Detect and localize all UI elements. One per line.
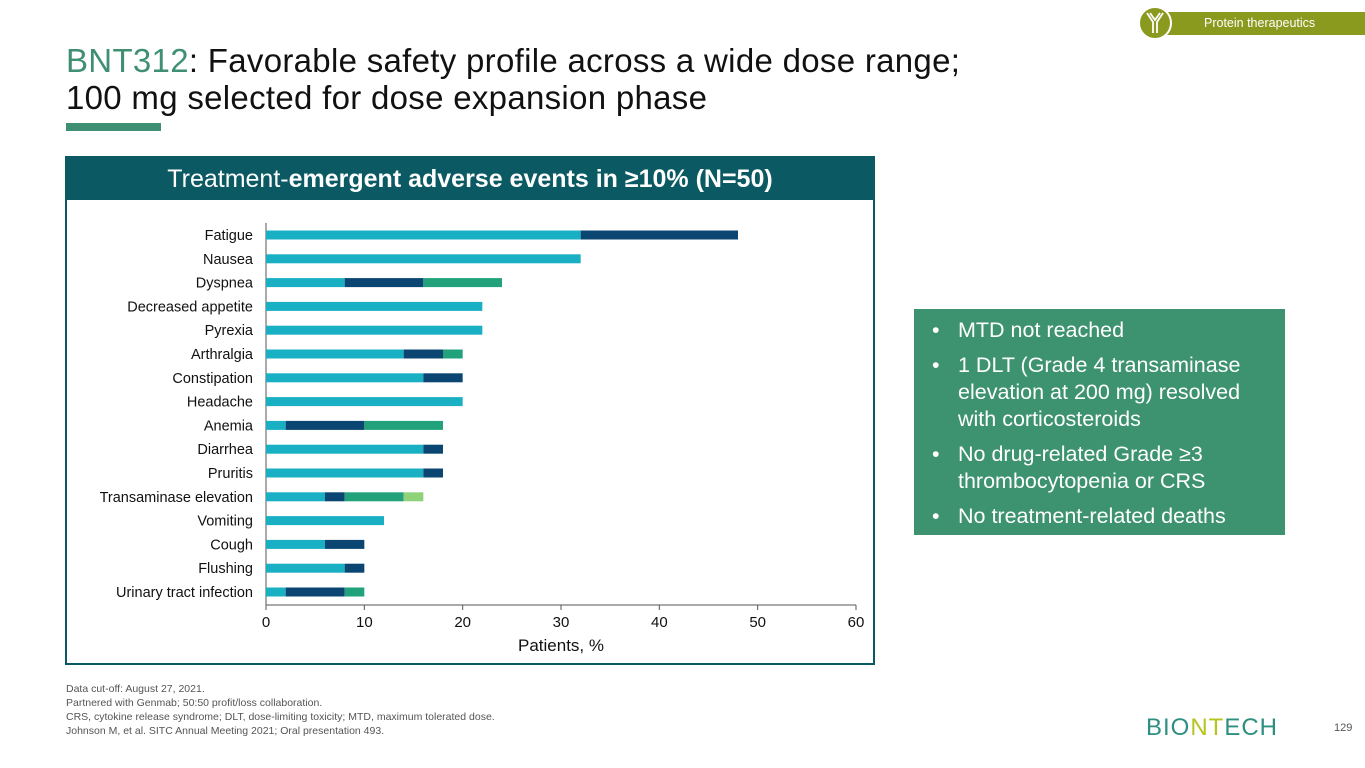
logo-part: ECH bbox=[1224, 714, 1279, 741]
category-label: Constipation bbox=[172, 371, 253, 387]
badge-bar bbox=[1156, 12, 1365, 35]
bar-segment-series-1 bbox=[266, 349, 404, 359]
title-underline bbox=[66, 123, 161, 131]
bar-segment-series-3 bbox=[344, 492, 404, 502]
category-label: Anemia bbox=[204, 418, 254, 434]
bar-segment-series-2 bbox=[423, 468, 443, 478]
title-line2: 100 mg selected for dose expansion phase bbox=[66, 79, 708, 116]
x-axis-label: Patients, % bbox=[518, 636, 604, 655]
bar-segment-series-1 bbox=[266, 492, 325, 502]
antibody-icon bbox=[1138, 6, 1172, 40]
footnote: Partnered with Genmab; 50:50 profit/loss… bbox=[66, 697, 323, 709]
badge-label: Protein therapeutics bbox=[1204, 16, 1316, 30]
bar-segment-series-1 bbox=[266, 563, 345, 573]
finding-bullet: No drug-related Grade ≥3 thrombocytopeni… bbox=[924, 441, 1275, 495]
bar-segment-series-3 bbox=[344, 587, 365, 597]
bar-segment-series-2 bbox=[325, 539, 365, 549]
bar-segment-series-3 bbox=[364, 420, 443, 430]
category-label: Fatigue bbox=[205, 228, 253, 244]
bar-segment-series-2 bbox=[344, 563, 365, 573]
footnote: CRS, cytokine release syndrome; DLT, dos… bbox=[66, 711, 495, 723]
key-findings-box: MTD not reached 1 DLT (Grade 4 transamin… bbox=[914, 309, 1285, 535]
bar-segment-series-1 bbox=[266, 301, 483, 311]
biontech-logo: BIONTECH bbox=[1146, 714, 1278, 742]
bar-segment-series-2 bbox=[325, 492, 345, 502]
bar-segment-series-1 bbox=[266, 587, 286, 597]
category-label: Diarrhea bbox=[197, 442, 254, 458]
bar-segment-series-2 bbox=[403, 349, 443, 359]
bar-segment-series-3 bbox=[423, 278, 502, 288]
bar-segment-series-1 bbox=[266, 278, 345, 288]
logo-part: BIO bbox=[1146, 714, 1191, 741]
title-line1: : Favorable safety profile across a wide… bbox=[188, 42, 961, 79]
bar-segment-series-1 bbox=[266, 325, 483, 335]
bar-segment-series-2 bbox=[285, 587, 345, 597]
header-bold: emergent adverse events in ≥10% (N=50) bbox=[288, 164, 773, 193]
footnote: Data cut-off: August 27, 2021. bbox=[66, 683, 205, 695]
footnotes: Data cut-off: August 27, 2021. Partnered… bbox=[66, 682, 495, 738]
bar-segment-series-1 bbox=[266, 397, 463, 407]
category-label: Decreased appetite bbox=[127, 299, 253, 315]
bar-segment-series-2 bbox=[285, 420, 365, 430]
bar-segment-series-2 bbox=[423, 444, 443, 454]
category-label: Vomiting bbox=[197, 514, 253, 530]
bar-segment-series-1 bbox=[266, 516, 384, 526]
bar-segment-series-2 bbox=[580, 230, 738, 240]
x-tick-label: 30 bbox=[553, 614, 570, 631]
category-label: Cough bbox=[210, 537, 253, 553]
category-label: Headache bbox=[187, 395, 253, 411]
footnote: Johnson M, et al. SITC Annual Meeting 20… bbox=[66, 725, 385, 737]
bar-segment-series-4 bbox=[403, 492, 424, 502]
bar-segment-series-1 bbox=[266, 254, 581, 264]
adverse-events-chart: 0 10 20 30 40 50 60 Patients, % Fatigue Nausea Dys… bbox=[100, 223, 865, 655]
header-regular: Treatment- bbox=[167, 164, 289, 193]
category-label: Flushing bbox=[198, 561, 253, 577]
x-tick-label: 10 bbox=[356, 614, 373, 631]
bar-segment-series-1 bbox=[266, 539, 325, 549]
bar-segment-series-1 bbox=[266, 230, 581, 240]
category-label: Nausea bbox=[203, 252, 254, 268]
bar-segment-series-3 bbox=[443, 349, 463, 359]
bar-segment-series-1 bbox=[266, 444, 424, 454]
page-title: BNT312: Favorable safety profile across … bbox=[66, 42, 960, 116]
section-badge: Protein therapeutics bbox=[1138, 6, 1365, 40]
category-label: Transaminase elevation bbox=[100, 490, 253, 506]
bar-segment-series-1 bbox=[266, 373, 424, 383]
logo-part: NT bbox=[1190, 714, 1225, 741]
bar-segment-series-2 bbox=[423, 373, 463, 383]
x-tick-label: 20 bbox=[454, 614, 471, 631]
bar-segment-series-1 bbox=[266, 468, 424, 478]
x-tick-label: 40 bbox=[651, 614, 668, 631]
finding-bullet: 1 DLT (Grade 4 transaminase elevation at… bbox=[924, 352, 1275, 433]
x-tick-label: 0 bbox=[262, 614, 270, 631]
x-tick-label: 60 bbox=[848, 614, 865, 631]
category-label: Urinary tract infection bbox=[116, 585, 253, 601]
title-accent: BNT312 bbox=[66, 42, 189, 79]
bar-segment-series-1 bbox=[266, 420, 286, 430]
category-label: Arthralgia bbox=[191, 347, 254, 363]
category-label: Dyspnea bbox=[196, 276, 254, 292]
chart-panel: Treatment-emergent adverse events in ≥10… bbox=[65, 156, 875, 665]
category-label: Pruritis bbox=[208, 466, 253, 482]
finding-bullet: No treatment-related deaths bbox=[924, 503, 1275, 530]
page-number: 129 bbox=[1334, 722, 1353, 734]
category-label: Pyrexia bbox=[205, 323, 254, 339]
finding-bullet: MTD not reached bbox=[924, 317, 1275, 344]
chart-panel-header: Treatment-emergent adverse events in ≥10… bbox=[67, 158, 873, 200]
x-tick-label: 50 bbox=[749, 614, 766, 631]
bar-segment-series-2 bbox=[344, 278, 424, 288]
